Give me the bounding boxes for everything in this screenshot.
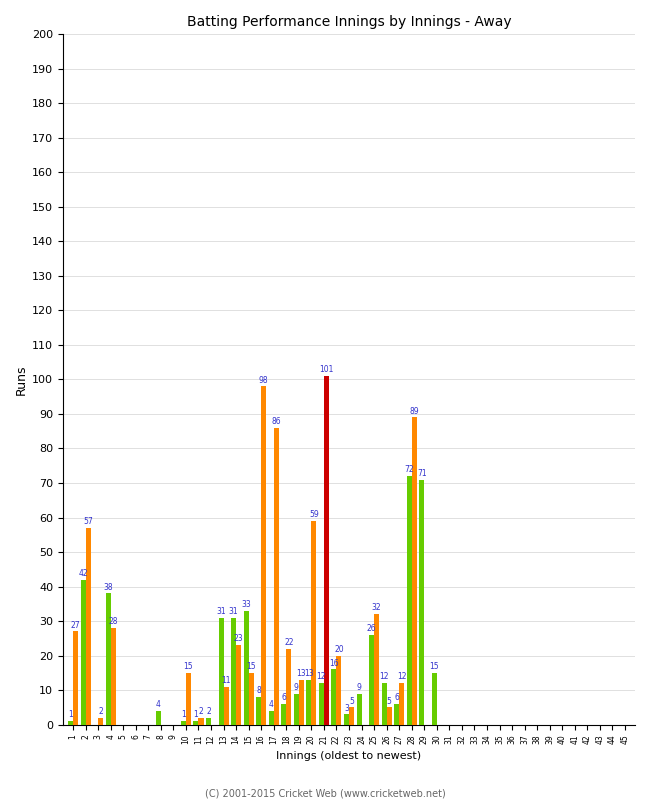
Bar [236,646,241,725]
Bar [249,673,254,725]
Bar [306,680,311,725]
Text: 2: 2 [206,707,211,716]
Bar [224,686,229,725]
Bar [98,718,103,725]
Text: 1: 1 [68,710,73,719]
Bar [198,718,203,725]
Text: 89: 89 [410,406,419,416]
Text: 9: 9 [294,682,299,692]
Text: 31: 31 [229,607,239,616]
Text: 57: 57 [83,517,93,526]
Bar [218,618,224,725]
Text: 3: 3 [344,703,349,713]
Bar [281,704,286,725]
Text: (C) 2001-2015 Cricket Web (www.cricketweb.net): (C) 2001-2015 Cricket Web (www.cricketwe… [205,788,445,798]
Bar [106,594,110,725]
Text: 26: 26 [367,624,376,633]
Text: 13: 13 [304,669,314,678]
Text: 33: 33 [241,600,251,609]
Text: 1: 1 [194,710,198,719]
Bar [186,673,191,725]
Text: 4: 4 [156,700,161,709]
Bar [256,697,261,725]
Bar [344,714,349,725]
Bar [319,683,324,725]
Text: 72: 72 [404,466,414,474]
Bar [419,479,424,725]
Bar [206,718,211,725]
Text: 38: 38 [103,582,113,592]
Text: 16: 16 [329,658,339,668]
Bar [231,618,236,725]
Bar [337,655,341,725]
Text: 71: 71 [417,469,426,478]
Text: 12: 12 [317,673,326,682]
Bar [399,683,404,725]
Text: 22: 22 [284,638,294,647]
Bar [382,683,387,725]
Bar [268,710,274,725]
Bar [156,710,161,725]
Text: 101: 101 [319,366,333,374]
Text: 59: 59 [309,510,318,519]
Bar [374,614,379,725]
Text: 42: 42 [78,569,88,578]
Bar [324,376,329,725]
Text: 15: 15 [430,662,439,671]
Bar [81,580,86,725]
Text: 32: 32 [372,603,382,613]
Text: 11: 11 [222,676,231,685]
Bar [349,707,354,725]
Bar [68,721,73,725]
Text: 5: 5 [387,697,391,706]
Bar [411,418,417,725]
Text: 31: 31 [216,607,226,616]
Bar [111,628,116,725]
Bar [244,610,249,725]
Y-axis label: Runs: Runs [15,364,28,394]
Text: 15: 15 [184,662,193,671]
Bar [369,635,374,725]
Bar [73,631,78,725]
Bar [299,680,304,725]
Text: 2: 2 [98,707,103,716]
Text: 9: 9 [357,682,361,692]
Bar [432,673,437,725]
Text: 12: 12 [397,673,406,682]
Bar [332,670,337,725]
Text: 13: 13 [296,669,306,678]
Text: 12: 12 [380,673,389,682]
Text: 15: 15 [246,662,256,671]
Text: 28: 28 [109,618,118,626]
Text: 4: 4 [269,700,274,709]
Bar [261,386,266,725]
Bar [294,694,299,725]
Text: 5: 5 [349,697,354,706]
Bar [357,694,361,725]
Text: 6: 6 [395,693,399,702]
Bar [86,528,90,725]
Text: 98: 98 [259,376,268,385]
Title: Batting Performance Innings by Innings - Away: Batting Performance Innings by Innings -… [187,15,512,29]
Text: 8: 8 [256,686,261,695]
Bar [387,707,392,725]
Text: 27: 27 [71,621,81,630]
Text: 6: 6 [281,693,286,702]
Bar [181,721,186,725]
Bar [311,521,317,725]
Text: 1: 1 [181,710,186,719]
Text: 20: 20 [334,645,344,654]
Bar [407,476,411,725]
Bar [286,649,291,725]
Text: 86: 86 [272,417,281,426]
X-axis label: Innings (oldest to newest): Innings (oldest to newest) [276,751,422,761]
Text: 23: 23 [234,634,244,643]
Bar [394,704,399,725]
Text: 2: 2 [199,707,203,716]
Bar [194,721,198,725]
Bar [274,428,279,725]
